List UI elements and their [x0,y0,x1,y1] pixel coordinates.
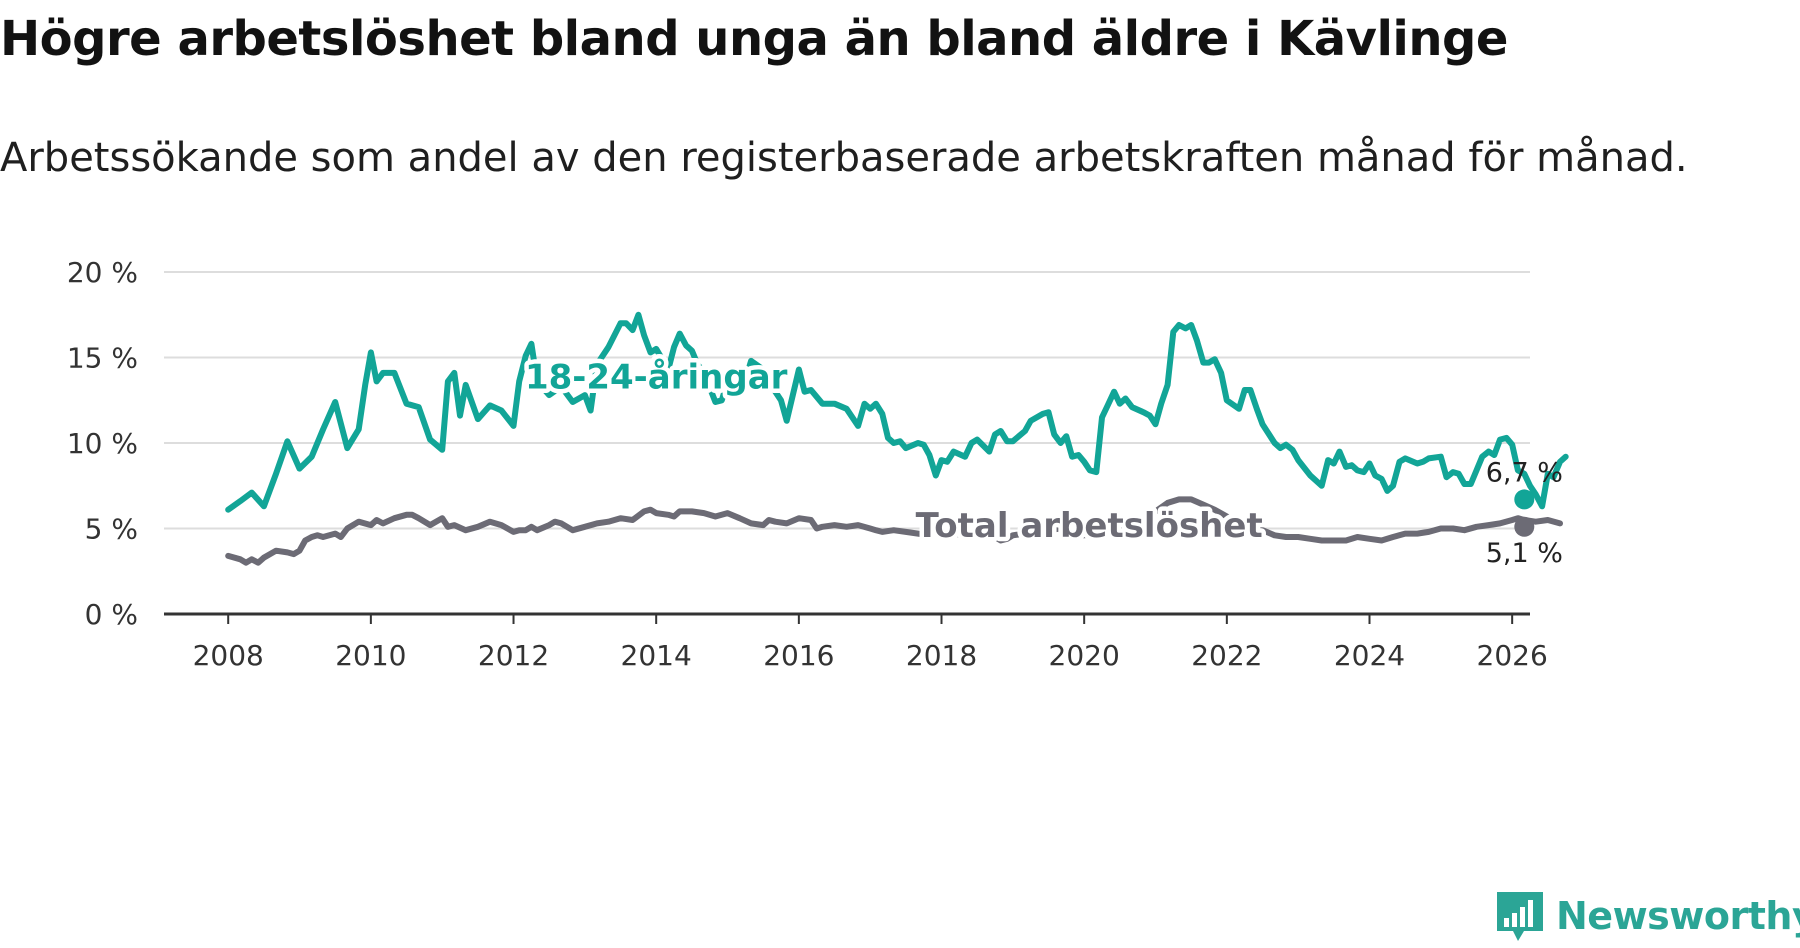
y-tick-label: 20 % [67,256,138,289]
x-tick-label: 2014 [621,639,692,672]
x-tick-label: 2010 [335,639,406,672]
brand-name: Newsworthy [1556,894,1800,938]
x-tick-label: 2024 [1334,639,1405,672]
series-lines [225,311,1569,566]
x-tick-label: 2026 [1477,639,1548,672]
end-value-label: 6,7 % [1486,457,1563,488]
x-tick-label: 2012 [478,639,549,672]
series-label-total: Total arbetslöshet [916,506,1263,546]
x-tick-label: 2016 [763,639,834,672]
end-value-label: 5,1 % [1486,538,1563,569]
y-tick-label: 15 % [67,342,138,375]
y-tick-label: 5 % [85,513,138,546]
bar-chart-speech-bubble-icon [1497,892,1543,941]
y-tick-label: 10 % [67,427,138,460]
annotations: 6,7 % 5,1 % 18-24-åringar Total arbetslöshe… [520,353,1563,569]
series-line-total [225,496,1563,566]
newsworthy-logo[interactable]: Newsworthy [1494,889,1800,945]
x-tick-label: 2020 [1049,639,1120,672]
x-axis: 2008 2010 2012 2014 2016 2018 2020 2022 2024 2026 [164,612,1548,672]
page-title: Högre arbetslöshet bland unga än bland ä… [0,11,1508,67]
series-line-youth [225,311,1569,513]
y-axis-labels: 0 % 5 % 10 % 15 % 20 % [67,256,138,631]
end-point-youth [1514,489,1535,510]
x-tick-label: 2018 [906,639,977,672]
x-tick-label: 2008 [193,639,264,672]
series-label-youth: 18-24-åringar [525,357,788,397]
page-subtitle: Arbetssökande som andel av den registerb… [0,135,1688,181]
gridlines [164,271,1530,530]
x-tick-label: 2022 [1191,639,1262,672]
end-point-total [1514,516,1535,537]
y-tick-label: 0 % [85,598,138,631]
